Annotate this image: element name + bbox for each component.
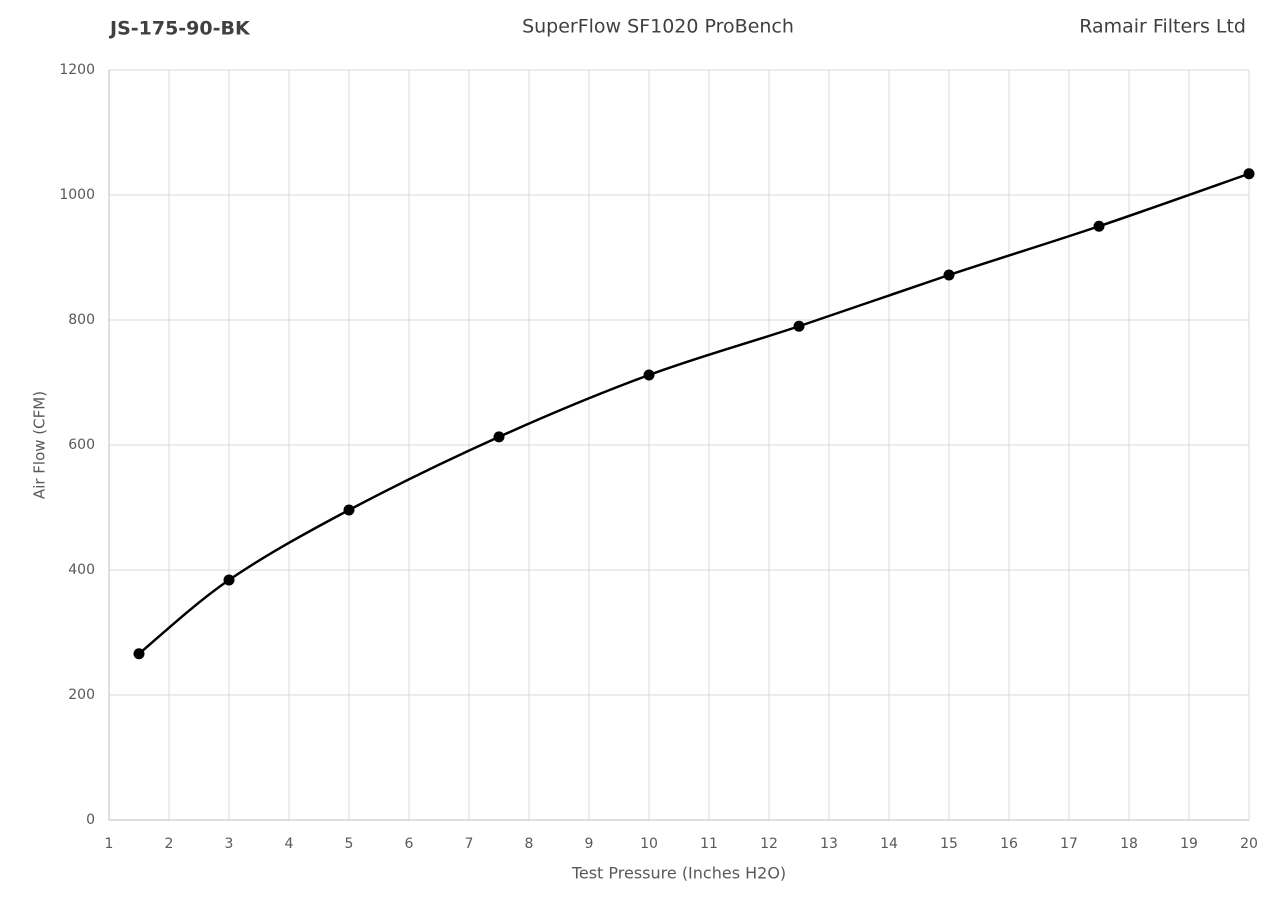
data-point bbox=[1093, 220, 1105, 232]
x-tick-label: 16 bbox=[1000, 836, 1018, 852]
x-tick-label: 7 bbox=[465, 836, 474, 852]
y-tick-label: 800 bbox=[68, 312, 95, 328]
y-tick-label: 400 bbox=[68, 562, 95, 578]
y-tick-label: 200 bbox=[68, 687, 95, 703]
x-tick-label: 5 bbox=[345, 836, 354, 852]
x-tick-label: 1 bbox=[105, 836, 114, 852]
x-tick-label: 6 bbox=[405, 836, 414, 852]
x-tick-label: 13 bbox=[820, 836, 838, 852]
data-point bbox=[1243, 168, 1255, 180]
y-tick-label: 600 bbox=[68, 437, 95, 453]
x-tick-label: 2 bbox=[165, 836, 174, 852]
x-tick-label: 19 bbox=[1180, 836, 1198, 852]
header-right: Ramair Filters Ltd bbox=[1079, 16, 1246, 38]
chart-title: SuperFlow SF1020 ProBench bbox=[522, 16, 794, 38]
x-tick-label: 9 bbox=[585, 836, 594, 852]
x-tick-label: 20 bbox=[1240, 836, 1258, 852]
data-point bbox=[943, 269, 955, 281]
y-axis-title: Air Flow (CFM) bbox=[31, 391, 49, 499]
data-line bbox=[138, 172, 1250, 655]
data-point bbox=[493, 431, 505, 443]
data-point bbox=[793, 320, 805, 332]
x-tick-label: 10 bbox=[640, 836, 658, 852]
x-tick-label: 4 bbox=[285, 836, 294, 852]
data-point bbox=[223, 574, 235, 586]
x-tick-label: 14 bbox=[880, 836, 898, 852]
x-tick-label: 8 bbox=[525, 836, 534, 852]
y-tick-label: 1000 bbox=[59, 187, 95, 203]
x-tick-label: 11 bbox=[700, 836, 718, 852]
x-tick-label: 18 bbox=[1120, 836, 1138, 852]
x-tick-label: 3 bbox=[225, 836, 234, 852]
data-point bbox=[643, 369, 655, 381]
y-tick-label: 1200 bbox=[59, 62, 95, 78]
data-point bbox=[343, 504, 355, 516]
data-point bbox=[133, 648, 145, 660]
x-axis-title: Test Pressure (Inches H2O) bbox=[571, 864, 786, 883]
x-tick-label: 12 bbox=[760, 836, 778, 852]
y-tick-label: 0 bbox=[86, 812, 95, 828]
x-tick-label: 17 bbox=[1060, 836, 1078, 852]
header-left: JS-175-90-BK bbox=[108, 18, 251, 40]
x-tick-label: 15 bbox=[940, 836, 958, 852]
